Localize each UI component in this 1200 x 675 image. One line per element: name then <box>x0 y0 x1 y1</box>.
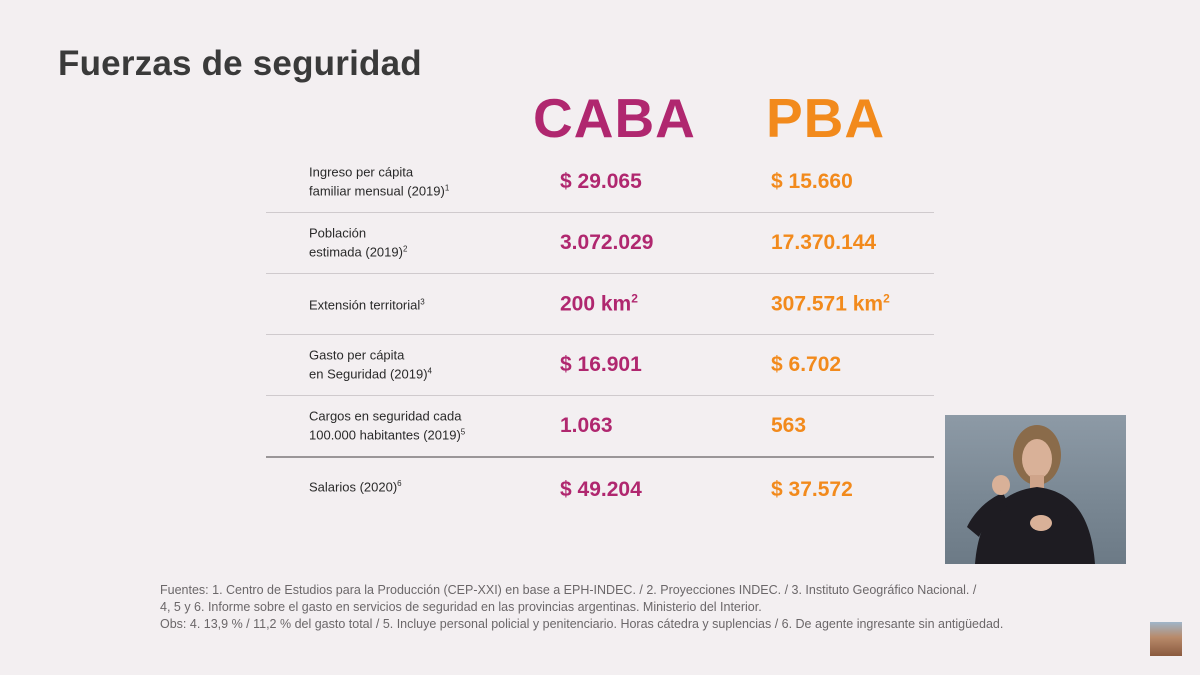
value-pba: 563 <box>771 414 807 437</box>
row-label: Población estimada (2019)2 <box>309 225 408 260</box>
value-pba: $ 37.572 <box>771 478 853 501</box>
table-row: Salarios (2020)6 $ 49.204 $ 37.572 <box>266 458 934 522</box>
table-row: Gasto per cápita en Seguridad (2019)4 $ … <box>266 335 934 396</box>
value-pba: $ 6.702 <box>771 353 842 376</box>
value-caba: $ 16.901 <box>560 353 642 376</box>
interpreter-figure-icon <box>967 425 1095 564</box>
table-row: Ingreso per cápita familiar mensual (201… <box>266 152 934 213</box>
comparison-table: Ingreso per cápita familiar mensual (201… <box>266 152 934 522</box>
value-caba: 1.063 <box>560 414 613 437</box>
value-pba: 307.571 km2 <box>771 291 890 316</box>
value-caba: 200 km2 <box>560 291 638 316</box>
value-pba: 17.370.144 <box>771 231 877 254</box>
table-row: Extensión territorial3 200 km2 307.571 k… <box>266 274 934 335</box>
value-caba: $ 29.065 <box>560 170 642 193</box>
row-label: Cargos en seguridad cada 100.000 habitan… <box>309 408 466 443</box>
slide-title: Fuerzas de seguridad <box>58 44 422 83</box>
column-header-caba: CABA <box>533 87 696 149</box>
row-label: Ingreso per cápita familiar mensual (201… <box>309 164 450 199</box>
row-label: Gasto per cápita en Seguridad (2019)4 <box>309 347 432 382</box>
value-pba: $ 15.660 <box>771 170 853 193</box>
row-label: Extensión territorial3 <box>309 297 425 313</box>
table-row: Población estimada (2019)2 3.072.029 17.… <box>266 213 934 274</box>
value-caba: $ 49.204 <box>560 478 642 501</box>
table-row: Cargos en seguridad cada 100.000 habitan… <box>266 396 934 458</box>
column-header-pba: PBA <box>766 87 886 149</box>
interpreter-video <box>945 415 1126 564</box>
building-thumbnail <box>1150 622 1182 656</box>
sources-footnote: Fuentes: 1. Centro de Estudios para la P… <box>160 583 1004 631</box>
value-caba: 3.072.029 <box>560 231 654 254</box>
row-label: Salarios (2020)6 <box>309 479 402 495</box>
